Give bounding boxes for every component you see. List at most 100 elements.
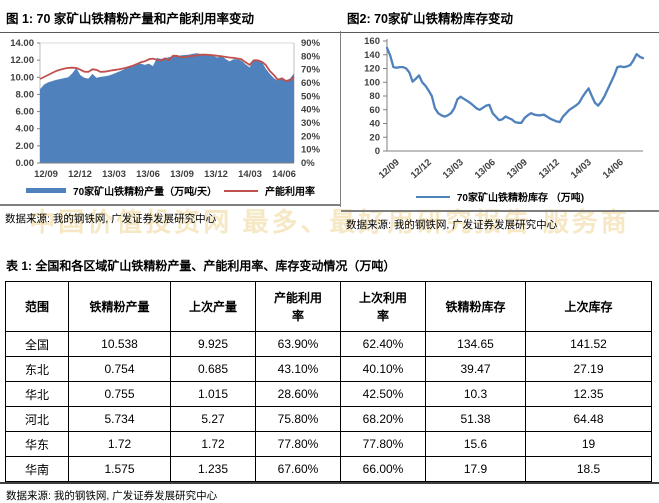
figures-row: 图 1: 70 家矿山铁精粉产量和产能利用率变动 0.00 2.00 4.00 6.0…: [0, 0, 659, 235]
table-cell: 10.3: [425, 381, 526, 407]
figure2-source: 数据来源: 我的钢铁网, 广发证券发展研究中心: [346, 219, 558, 231]
table-cell: 141.52: [525, 331, 652, 357]
table-cell: 134.65: [425, 331, 526, 357]
figure1-title: 图 1: 70 家矿山铁精粉产量和产能利用率变动: [0, 0, 341, 33]
legend-swatch-production: [26, 188, 67, 193]
figure1-legend: 70家矿山铁精粉产量（万吨/天） 产能利用率: [0, 183, 341, 204]
table-cell: 0.754: [68, 356, 171, 382]
table-cell: 17.9: [425, 456, 526, 482]
table-row: 华南 1.575 1.235 67.60% 66.00% 17.9 18.5: [5, 456, 652, 482]
table-cell: 1.235: [170, 456, 256, 482]
table-cell: 28.60%: [255, 381, 341, 407]
svg-text:4.00: 4.00: [16, 124, 35, 135]
table-cell: 15.6: [425, 431, 526, 457]
svg-text:14/03: 14/03: [238, 169, 262, 180]
svg-text:120: 120: [364, 64, 380, 75]
svg-text:50%: 50%: [301, 91, 321, 102]
svg-text:13/06: 13/06: [136, 169, 160, 180]
figure1-source: 数据来源: 我的钢铁网, 广发证券发展研究中心: [5, 213, 217, 225]
svg-text:60: 60: [369, 105, 380, 116]
legend-swatch-inventory: [415, 195, 450, 198]
svg-text:70%: 70%: [301, 65, 321, 76]
inventory-chart: 0 20 40 60 80 100 120 140 160 12/09 12/12 13/03 13/0…: [364, 36, 645, 181]
svg-text:13/09: 13/09: [505, 157, 530, 181]
svg-text:14/03: 14/03: [569, 157, 594, 181]
table-cell: 42.50%: [340, 381, 426, 407]
figure2-panel: 图2: 70家矿山铁精粉库存变动 0 20 40 60 80 100 120 140 160 12…: [341, 0, 659, 235]
table-cell: 5.734: [68, 406, 171, 432]
legend-label-inventory: 70家矿山铁精粉库存 （万吨): [456, 193, 585, 204]
table-section: 表 1: 全国和各区域矿山铁精粉产量、产能利用率、库存变动情况（万吨） 范围 铁精…: [0, 257, 659, 503]
svg-text:160: 160: [364, 36, 380, 47]
svg-text:60%: 60%: [301, 78, 321, 89]
svg-text:0.00: 0.00: [16, 158, 35, 169]
table-row: 华东 1.72 1.72 77.80% 77.80% 15.6 19: [5, 431, 652, 457]
table-cell: 40.10%: [340, 356, 426, 382]
table-cell: 东北: [5, 356, 69, 382]
table-cell: 77.80%: [340, 431, 426, 457]
table-cell: 51.38: [425, 406, 526, 432]
svg-text:12.00: 12.00: [10, 55, 34, 66]
table-cell: 27.19: [525, 356, 652, 382]
table-head: 范围 铁精粉产量 上次产量 产能利用 率上次利用 率铁精粉库存 上次库存: [5, 281, 652, 332]
table-header-row: 范围 铁精粉产量 上次产量 产能利用 率上次利用 率铁精粉库存 上次库存: [5, 281, 652, 332]
svg-text:140: 140: [364, 50, 380, 61]
table-row: 东北 0.754 0.685 43.10% 40.10% 39.47 27.19: [5, 356, 652, 382]
figure2-body: 0 20 40 60 80 100 120 140 160 12/09 12/12 13/03 13/0…: [341, 33, 659, 212]
svg-text:13/12: 13/12: [537, 157, 562, 181]
table-source: 数据来源: 我的钢铁网, 广发证券发展研究中心: [0, 482, 659, 503]
table-cell: 华东: [5, 431, 69, 457]
regional-table: 范围 铁精粉产量 上次产量 产能利用 率上次利用 率铁精粉库存 上次库存 全国 10.53…: [5, 281, 652, 482]
legend-label-production: 70家矿山铁精粉产量（万吨/天）: [73, 187, 217, 198]
column-header: 上次利用 率: [340, 281, 426, 332]
svg-text:40: 40: [369, 119, 380, 130]
svg-text:12/12: 12/12: [409, 157, 434, 181]
svg-text:80: 80: [369, 91, 380, 102]
figure1-body: 0.00 2.00 4.00 6.00 8.00 10.00 12.00 14.00 0% 10%…: [0, 33, 341, 206]
table-cell: 全国: [5, 331, 69, 357]
svg-text:13/03: 13/03: [441, 157, 466, 181]
table-row: 全国 10.538 9.925 63.90% 62.40% 134.65 141.52: [5, 331, 652, 357]
table-cell: 0.685: [170, 356, 256, 382]
table-cell: 1.015: [170, 381, 256, 407]
table-cell: 66.00%: [340, 456, 426, 482]
svg-text:6.00: 6.00: [16, 107, 35, 118]
column-header: 产能利用 率: [255, 281, 341, 332]
svg-text:10.00: 10.00: [10, 72, 34, 83]
svg-text:12/12: 12/12: [68, 169, 92, 180]
svg-text:14/06: 14/06: [272, 169, 296, 180]
svg-text:20: 20: [369, 132, 380, 143]
legend-swatch-utilization: [223, 189, 258, 192]
svg-text:13/12: 13/12: [204, 169, 228, 180]
table-cell: 67.60%: [255, 456, 341, 482]
table-cell: 1.575: [68, 456, 171, 482]
table-cell: 12.35: [525, 381, 652, 407]
column-header: 上次产量: [170, 281, 256, 332]
legend-label-utilization: 产能利用率: [264, 187, 315, 198]
svg-text:8.00: 8.00: [16, 89, 35, 100]
table-cell: 华北: [5, 381, 69, 407]
table-cell: 62.40%: [340, 331, 426, 357]
svg-text:0%: 0%: [301, 158, 315, 169]
svg-text:12/09: 12/09: [377, 157, 402, 181]
table-cell: 10.538: [68, 331, 171, 357]
svg-text:40%: 40%: [301, 105, 321, 116]
production-utilization-chart: 0.00 2.00 4.00 6.00 8.00 10.00 12.00 14.00 0% 10%…: [10, 38, 321, 180]
svg-text:14/06: 14/06: [601, 157, 626, 181]
svg-text:100: 100: [364, 77, 380, 88]
column-header: 铁精粉产量: [68, 281, 171, 332]
table-row: 华北 0.755 1.015 28.60% 42.50% 10.3 12.35: [5, 381, 652, 407]
table-cell: 64.48: [525, 406, 652, 432]
svg-text:2.00: 2.00: [16, 141, 35, 152]
table-cell: 0.755: [68, 381, 171, 407]
table-cell: 河北: [5, 406, 69, 432]
figure2-title: 图2: 70家矿山铁精粉库存变动: [341, 0, 659, 33]
svg-text:13/06: 13/06: [473, 157, 498, 181]
table-cell: 75.80%: [255, 406, 341, 432]
column-header: 铁精粉库存: [425, 281, 526, 332]
svg-text:12/09: 12/09: [34, 169, 58, 180]
column-header: 范围: [5, 281, 69, 332]
table-row: 河北 5.734 5.27 75.80% 68.20% 51.38 64.48: [5, 406, 652, 432]
svg-text:80%: 80%: [301, 51, 321, 62]
table-body: 全国 10.538 9.925 63.90% 62.40% 134.65 141.52 东北 0…: [5, 331, 652, 482]
